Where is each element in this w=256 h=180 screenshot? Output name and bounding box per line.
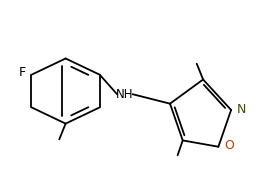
Text: O: O	[224, 139, 234, 152]
Text: F: F	[19, 66, 26, 79]
Text: N: N	[237, 103, 246, 116]
Text: NH: NH	[115, 88, 133, 101]
